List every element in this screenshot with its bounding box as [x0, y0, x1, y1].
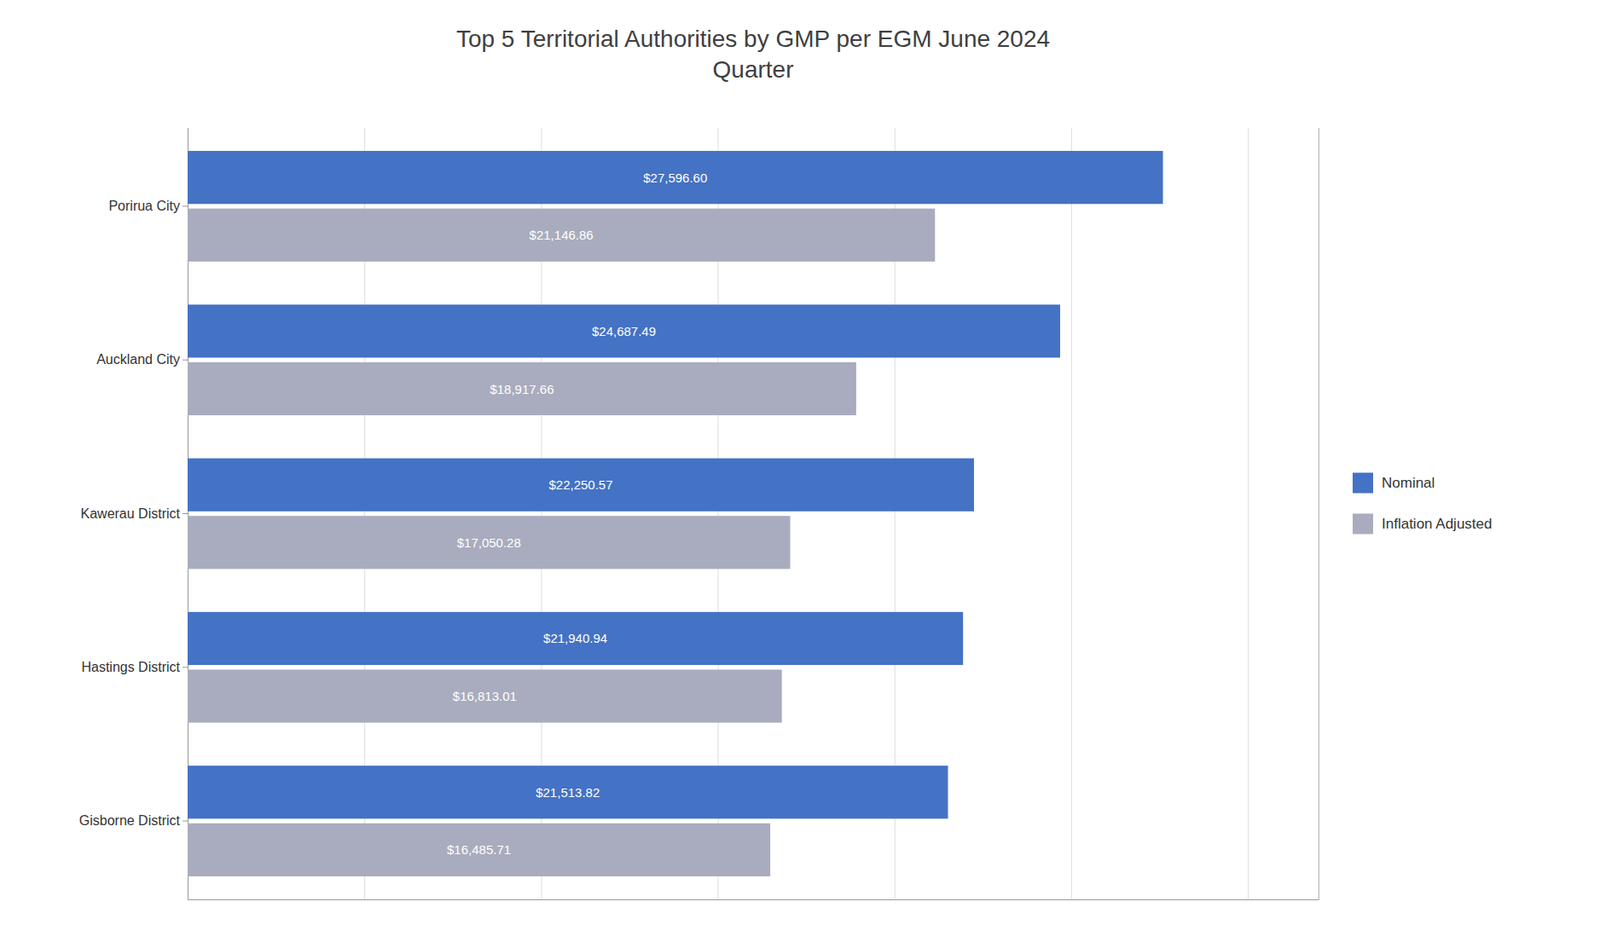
plot-area: Porirua City Auckland City Kawerau Distric…	[79, 127, 1320, 901]
grid-line	[1247, 127, 1249, 900]
data-label: $21,513.82	[535, 785, 600, 800]
chart: Porirua City Auckland City Kawerau Distric…	[0, 0, 1600, 942]
bar	[187, 362, 857, 416]
bar	[187, 304, 1061, 358]
legend-swatch	[1352, 514, 1374, 535]
data-label: $21,940.94	[543, 631, 608, 646]
legend-label: Inflation Adjusted	[1381, 515, 1492, 533]
data-label: $22,250.57	[548, 477, 613, 493]
x-tick	[1071, 127, 1073, 900]
bars	[187, 150, 1164, 877]
title-line: Quarter	[713, 56, 795, 83]
tick-mark	[182, 513, 188, 515]
y-tick: Kawerau District	[81, 506, 188, 522]
y-tick: Porirua City	[108, 198, 188, 214]
tick-mark	[182, 359, 188, 361]
tick-mark	[182, 666, 188, 668]
data-label: $17,050.28	[457, 535, 522, 551]
data-label: $16,813.01	[452, 689, 517, 704]
data-label: $21,146.86	[529, 227, 594, 243]
data-label: $24,687.49	[591, 324, 656, 339]
y-tick: Gisborne District	[79, 813, 188, 829]
bar	[187, 765, 948, 819]
bar	[187, 458, 974, 512]
legend-label: Nominal	[1381, 475, 1435, 492]
legend-item: Nominal	[1352, 473, 1435, 494]
x-axis-line	[188, 127, 1320, 901]
bar	[187, 669, 783, 723]
legend: Nominal Inflation Adjusted	[1352, 473, 1492, 535]
bar	[187, 612, 963, 666]
data-labels: $27,596.60 $24,687.49 $22,250.57 $21,940.94…	[446, 170, 708, 858]
bar	[187, 823, 771, 877]
title: Top 5 Territorial Authorities by GMP per…	[456, 25, 1050, 83]
y-tick: Auckland City	[96, 352, 188, 367]
y-tick-label: Gisborne District	[79, 813, 181, 829]
x-axis	[188, 127, 1320, 901]
y-axis: Porirua City Auckland City Kawerau Distric…	[79, 128, 189, 901]
y-tick: Hastings District	[81, 660, 188, 675]
data-label: $16,485.71	[446, 842, 511, 858]
y-tick-label: Hastings District	[81, 660, 180, 675]
tick-mark	[182, 821, 188, 823]
y-tick-label: Kawerau District	[81, 506, 181, 522]
data-label: $27,596.60	[643, 170, 708, 186]
legend-swatch	[1352, 473, 1374, 494]
title-line: Top 5 Territorial Authorities by GMP per…	[456, 25, 1050, 53]
x-tick	[1247, 127, 1249, 900]
tick-mark	[182, 205, 188, 207]
bar	[187, 208, 935, 262]
data-label: $18,917.66	[489, 382, 554, 397]
y-tick-label: Porirua City	[108, 198, 180, 214]
bar	[187, 150, 1164, 204]
bar	[187, 515, 791, 569]
plot-edge	[1318, 127, 1320, 900]
grid-line	[1071, 127, 1073, 900]
y-tick-label: Auckland City	[96, 352, 180, 367]
legend-item: Inflation Adjusted	[1352, 514, 1492, 535]
